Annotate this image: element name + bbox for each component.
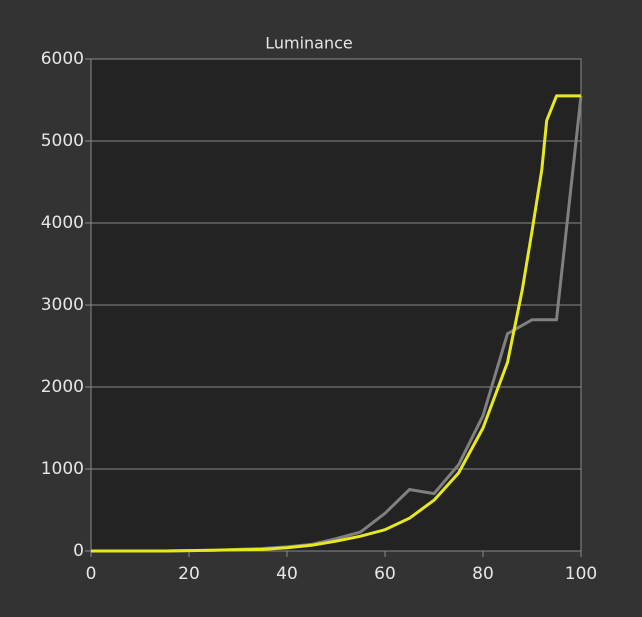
x-tick-label: 0 [86, 564, 97, 584]
y-tick-label: 3000 [41, 295, 84, 315]
y-tick-label: 4000 [41, 213, 84, 233]
y-tick-label: 6000 [41, 49, 84, 69]
x-tick-label: 20 [178, 564, 200, 584]
x-tick-label: 100 [565, 564, 597, 584]
y-tick-label: 0 [73, 541, 84, 561]
y-tick-label: 5000 [41, 131, 84, 151]
series-line [91, 94, 581, 553]
chart-title: Luminance [265, 34, 353, 53]
x-tick-label: 60 [374, 564, 396, 584]
y-tick-label: 2000 [41, 377, 84, 397]
x-tick-label: 40 [276, 564, 298, 584]
x-tick-label: 80 [472, 564, 494, 584]
y-tick-label: 1000 [41, 459, 84, 479]
